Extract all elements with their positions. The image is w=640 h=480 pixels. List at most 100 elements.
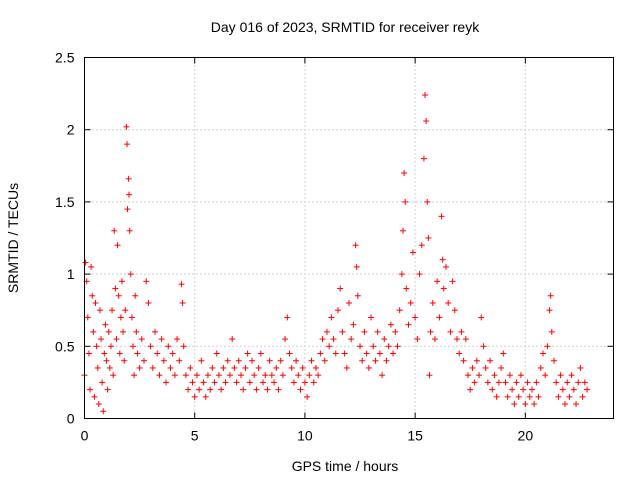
data-point [107,343,114,350]
data-point [165,343,172,350]
data-point [502,379,509,386]
x-tick-label: 15 [407,428,423,444]
data-point [368,314,375,321]
data-point [82,259,89,266]
data-point [125,175,132,182]
data-point [379,372,386,379]
data-point [458,328,465,335]
data-point [550,357,557,364]
data-point [418,242,425,249]
data-point [138,336,145,343]
data-point [387,321,394,328]
data-point [570,386,577,393]
data-point [581,379,588,386]
data-point [244,350,251,357]
x-tick-label: 20 [518,428,534,444]
y-tick-label: 1 [67,266,75,282]
data-point [528,386,535,393]
data-point [182,372,189,379]
data-point [288,364,295,371]
y-axis-label: SRMTID / TECUs [5,183,21,293]
data-point [112,285,119,292]
data-point [361,328,368,335]
data-point [315,372,322,379]
data-point [209,364,216,371]
data-point [308,357,315,364]
data-point [317,350,324,357]
data-point [405,321,412,328]
data-point [498,364,505,371]
data-point [131,372,138,379]
data-point [402,198,409,205]
y-tick-label: 0.5 [55,338,75,354]
data-point [246,379,253,386]
data-point [323,328,330,335]
data-point [158,336,165,343]
data-point [89,292,96,299]
data-point [134,350,141,357]
data-point [559,386,566,393]
data-point [426,372,433,379]
data-point [547,292,554,299]
data-point [105,328,112,335]
data-point [390,350,397,357]
data-point [473,357,480,364]
data-point [124,141,131,148]
plot-frame [84,57,614,419]
data-point [562,401,569,408]
data-point [251,372,258,379]
data-point [401,170,408,177]
data-point [456,350,463,357]
data-point [126,191,133,198]
data-point [286,350,293,357]
data-point [279,372,286,379]
data-point [555,393,562,400]
data-point [255,364,262,371]
data-point [284,314,291,321]
data-point [306,372,313,379]
data-point [101,350,108,357]
data-point [163,379,170,386]
data-point [447,328,454,335]
data-point [191,393,198,400]
data-point [312,364,319,371]
data-point [424,198,431,205]
data-point [504,393,511,400]
data-point [242,364,249,371]
data-point [326,343,333,350]
data-point [539,350,546,357]
data-point [425,235,432,241]
data-point [277,357,284,364]
data-point [515,393,522,400]
data-point [290,379,297,386]
data-point [167,364,174,371]
data-point [337,285,344,292]
data-point [321,357,328,364]
data-point [213,350,220,357]
tick-labels: 0 5 10 15 20 0 0.5 1 1.5 2 2.5 [55,50,533,444]
data-point [237,372,244,379]
data-point [396,307,403,314]
data-point [187,364,194,371]
data-point [522,401,529,408]
data-point [141,357,148,364]
data-point [266,357,273,364]
data-point [198,357,205,364]
data-point [465,372,472,379]
data-point [398,271,405,278]
data-point [423,118,430,125]
data-point [460,357,467,364]
data-point [160,357,167,364]
data-point [412,314,419,321]
data-point [343,364,350,371]
data-point [224,357,231,364]
data-point [568,372,575,379]
data-point [484,379,491,386]
data-point [427,328,434,335]
data-point [566,393,573,400]
data-point [117,314,124,321]
data-point [420,155,427,162]
data-point [394,343,401,350]
data-point [211,379,218,386]
data-point [491,372,498,379]
